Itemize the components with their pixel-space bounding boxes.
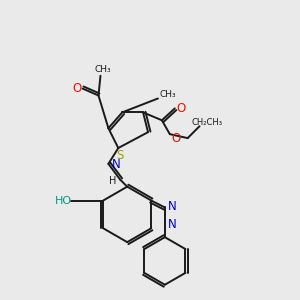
Text: N: N [112,158,121,171]
Text: CH₂CH₃: CH₂CH₃ [192,118,223,127]
Text: N: N [167,200,176,213]
Text: O: O [176,102,185,115]
Text: O: O [72,82,81,95]
Text: N: N [167,218,176,231]
Text: H: H [109,176,116,186]
Text: O: O [171,132,180,145]
Text: CH₃: CH₃ [94,65,111,74]
Text: S: S [117,149,124,162]
Text: HO: HO [55,196,72,206]
Text: CH₃: CH₃ [160,90,176,99]
